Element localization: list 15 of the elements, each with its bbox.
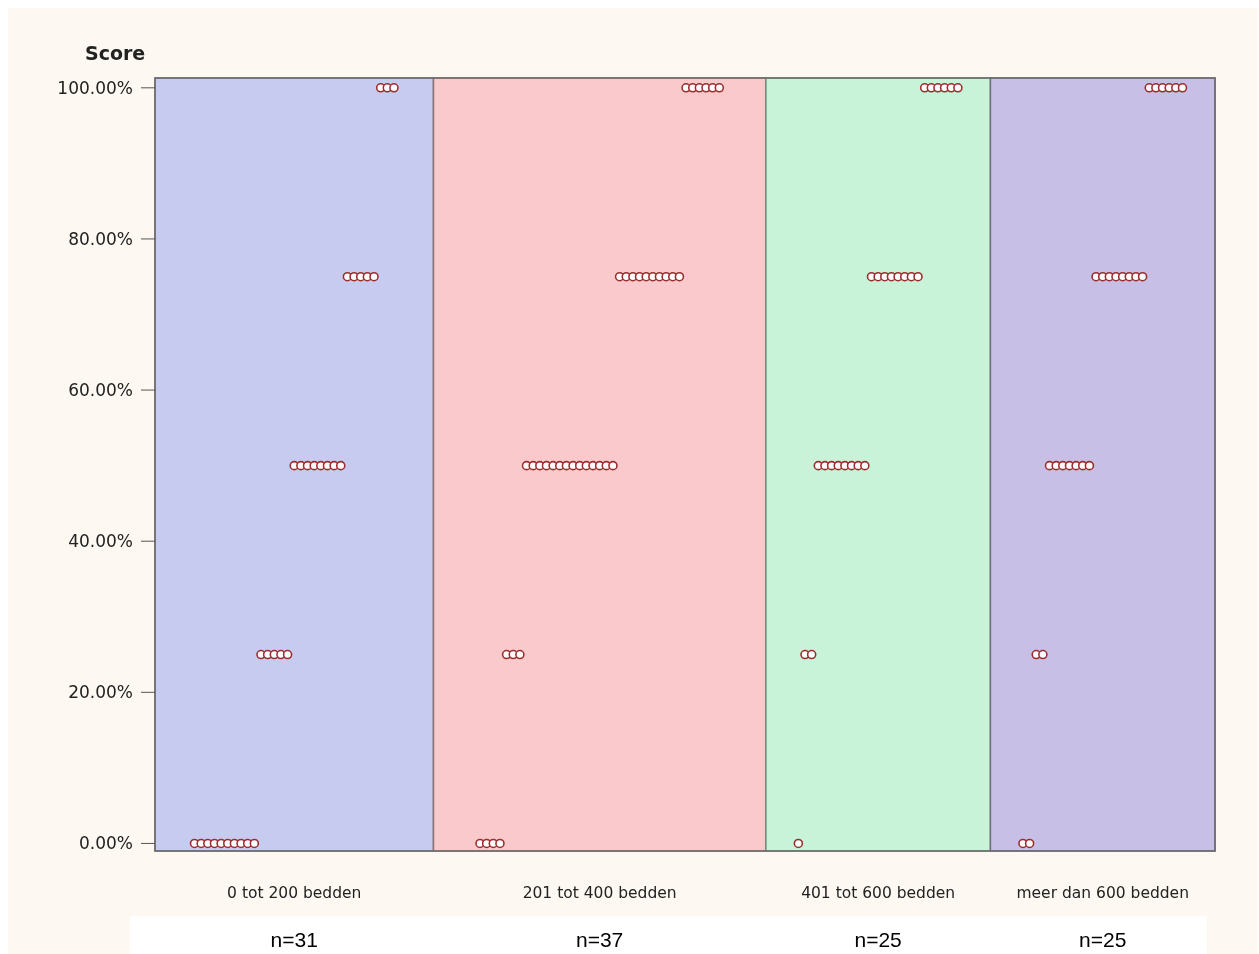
y-tick-label: 100.00% (57, 77, 133, 98)
x-tick-label: 401 tot 600 bedden (801, 884, 956, 902)
x-tick-label: meer dan 600 bedden (1016, 884, 1189, 902)
y-tick-label: 80.00% (68, 228, 133, 249)
text: n=31 (270, 928, 318, 951)
y-tick-label: 40.00% (68, 531, 133, 552)
y-axis-title: Score (85, 42, 146, 64)
y-tick-label: 60.00% (68, 380, 133, 401)
text: n=37 (576, 928, 624, 951)
y-tick-label: 20.00% (68, 682, 133, 703)
x-tick-label: 0 tot 200 bedden (227, 884, 362, 902)
text: n=25 (854, 928, 902, 951)
text: n=25 (1079, 928, 1127, 951)
x-tick-label: 201 tot 400 bedden (522, 884, 677, 902)
y-tick-label: 0.00% (78, 833, 133, 854)
